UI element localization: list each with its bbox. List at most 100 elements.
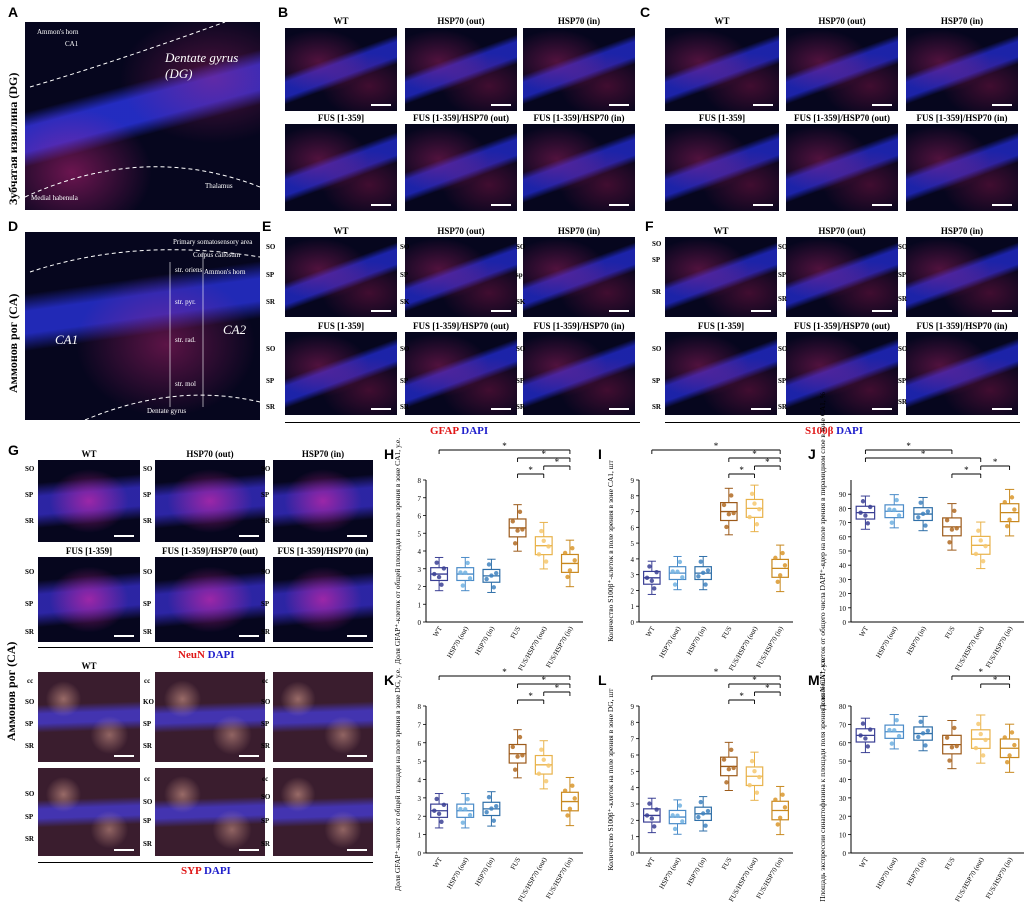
x-tick-label: WT xyxy=(858,855,871,869)
f-layer-so-3: SO xyxy=(898,243,908,251)
y-tick-label: 10 xyxy=(839,832,847,840)
e-title-hsp-in: HSP70 (in) xyxy=(557,226,601,236)
significance-bracket: * xyxy=(728,691,755,704)
significance-bracket: * xyxy=(543,457,571,470)
g-layer-so-4: SO xyxy=(25,568,35,576)
data-point xyxy=(543,559,549,564)
data-point xyxy=(773,555,778,561)
f-layer-sp-1: SP xyxy=(652,256,661,264)
data-point xyxy=(952,508,957,513)
y-axis-label: Доля GFAP⁺-клеток от общей площади на по… xyxy=(393,438,402,664)
data-point xyxy=(749,758,755,764)
f-layer-sr-3: SR xyxy=(898,295,907,303)
e-layer-so-3: SO xyxy=(516,243,526,251)
g-layer-sr-3: SR xyxy=(261,517,270,525)
data-point xyxy=(436,811,442,816)
label-str-oriens: str. oriens xyxy=(175,266,203,274)
g-layer-sp-6: SP xyxy=(261,600,270,608)
data-point xyxy=(670,569,675,574)
data-point xyxy=(570,783,575,788)
c-image-hsp-out xyxy=(786,28,898,111)
chart-h: 0 1 2 3 4 5 6 7 8 Доля GFAP⁺-клеток от общей площ… xyxy=(393,438,583,672)
data-point xyxy=(705,568,711,573)
label-medial-habenula: Medial habenula xyxy=(31,194,78,202)
x-tick-label: HSP70 (in) xyxy=(473,855,496,887)
data-point xyxy=(887,507,892,512)
data-point xyxy=(463,570,468,575)
y-tick-label: 3 xyxy=(418,795,422,803)
data-point xyxy=(860,721,866,726)
data-point xyxy=(467,812,473,818)
data-point xyxy=(491,818,497,823)
data-point xyxy=(775,579,780,585)
y-tick-label: 9 xyxy=(631,703,635,711)
g-layer-so-6: SO xyxy=(261,568,271,576)
y-tick-label: 4 xyxy=(631,785,635,793)
e-image-hsp-in xyxy=(523,237,635,317)
data-point xyxy=(887,727,892,733)
c-image-wt xyxy=(665,28,779,111)
y-tick-label: 5 xyxy=(418,530,422,538)
data-point xyxy=(1002,735,1007,740)
data-point xyxy=(777,815,783,820)
syp-image-1 xyxy=(38,672,140,762)
panel-letter-i: I xyxy=(598,446,602,462)
g-layer-sr-6: SR xyxy=(261,628,270,636)
y-tick-label: 50 xyxy=(839,758,847,766)
y-tick-label: 2 xyxy=(418,584,422,592)
e-image-wt xyxy=(285,237,397,317)
data-point xyxy=(949,527,955,532)
data-point xyxy=(562,788,568,793)
y-tick-label: 2 xyxy=(418,813,422,821)
x-tick-label: WT xyxy=(644,855,657,869)
data-point xyxy=(1012,507,1017,512)
data-point xyxy=(916,734,921,740)
significance-star: * xyxy=(555,683,560,693)
data-point xyxy=(721,502,727,508)
data-point xyxy=(649,816,655,821)
significance-star: * xyxy=(542,675,547,685)
data-point xyxy=(978,538,983,543)
g-layer-sr-1: SR xyxy=(25,517,34,525)
significance-star: * xyxy=(752,449,757,459)
label-dentate-gyrus-d: Dentate gyrus xyxy=(147,407,187,415)
data-point xyxy=(465,560,470,566)
panel-letter-m: M xyxy=(808,672,820,688)
significance-bracket: * xyxy=(517,691,545,704)
data-point xyxy=(565,574,570,580)
f-image-hsp-in xyxy=(906,237,1018,317)
data-point xyxy=(460,583,466,588)
data-point xyxy=(892,507,897,513)
y-tick-label: 2 xyxy=(631,587,635,595)
data-point xyxy=(944,735,950,740)
label-dentate-gyrus: Dentate gyrus (DG) xyxy=(165,50,239,81)
data-point xyxy=(465,796,470,802)
panel-letter-b: B xyxy=(278,4,289,20)
label-str-pyr: str. pyr. xyxy=(175,298,196,306)
f-image-hsp-out xyxy=(786,237,898,317)
y-tick-label: 0 xyxy=(843,619,847,627)
legend-dapi: DAPI xyxy=(461,425,489,437)
e-layer-sr-6: SR xyxy=(516,403,525,411)
data-point xyxy=(889,741,895,746)
data-point xyxy=(1009,730,1015,735)
data-point xyxy=(675,813,680,818)
b-image-fus-hsp-in xyxy=(523,124,635,211)
data-point xyxy=(757,774,762,780)
data-point xyxy=(976,721,981,727)
b-image-hsp-in xyxy=(523,28,635,111)
data-point xyxy=(920,731,926,736)
data-point xyxy=(536,771,542,776)
b-title-wt: WT xyxy=(333,16,349,26)
g-image-wt xyxy=(38,460,140,542)
data-point xyxy=(863,513,868,518)
data-point xyxy=(696,814,701,820)
x-tick-label: FUS xyxy=(943,625,956,640)
e-layer-sr-4: SR xyxy=(266,403,275,411)
syp-layer-sr-3: SR xyxy=(261,742,270,750)
data-point xyxy=(463,807,468,812)
data-point xyxy=(983,543,988,549)
b-title-hsp-out: HSP70 (out) xyxy=(437,16,485,26)
significance-star: * xyxy=(993,457,998,467)
data-point xyxy=(752,768,757,774)
